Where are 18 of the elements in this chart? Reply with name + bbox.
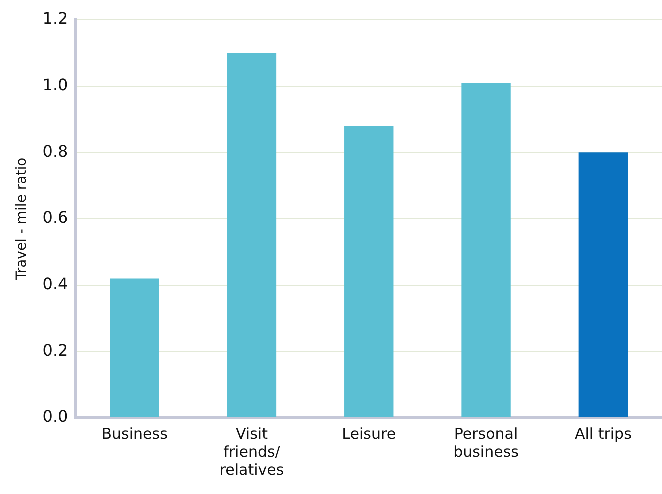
x-tick-label: Leisure: [342, 424, 396, 443]
y-tick-label: 1.0: [42, 75, 68, 94]
x-tick-label: Business: [102, 424, 168, 443]
x-tick-label: Personal business: [454, 424, 520, 461]
x-tick-label: All trips: [574, 424, 632, 443]
bar: [344, 126, 394, 418]
y-axis-title: Travel - mile ratio: [14, 158, 30, 282]
y-tick-label: 0.4: [42, 274, 68, 294]
bar: [462, 83, 511, 418]
y-tick-label: 0.0: [42, 407, 68, 426]
y-tick-label: 0.8: [42, 142, 68, 161]
x-tick-label: Visit friends/ relatives: [220, 424, 284, 479]
y-tick-label: 0.2: [42, 340, 68, 360]
bar: [227, 53, 277, 418]
y-tick-label: 1.2: [42, 9, 68, 28]
bar: [578, 152, 628, 418]
y-tick-label: 0.6: [42, 208, 68, 228]
bar: [110, 278, 160, 418]
